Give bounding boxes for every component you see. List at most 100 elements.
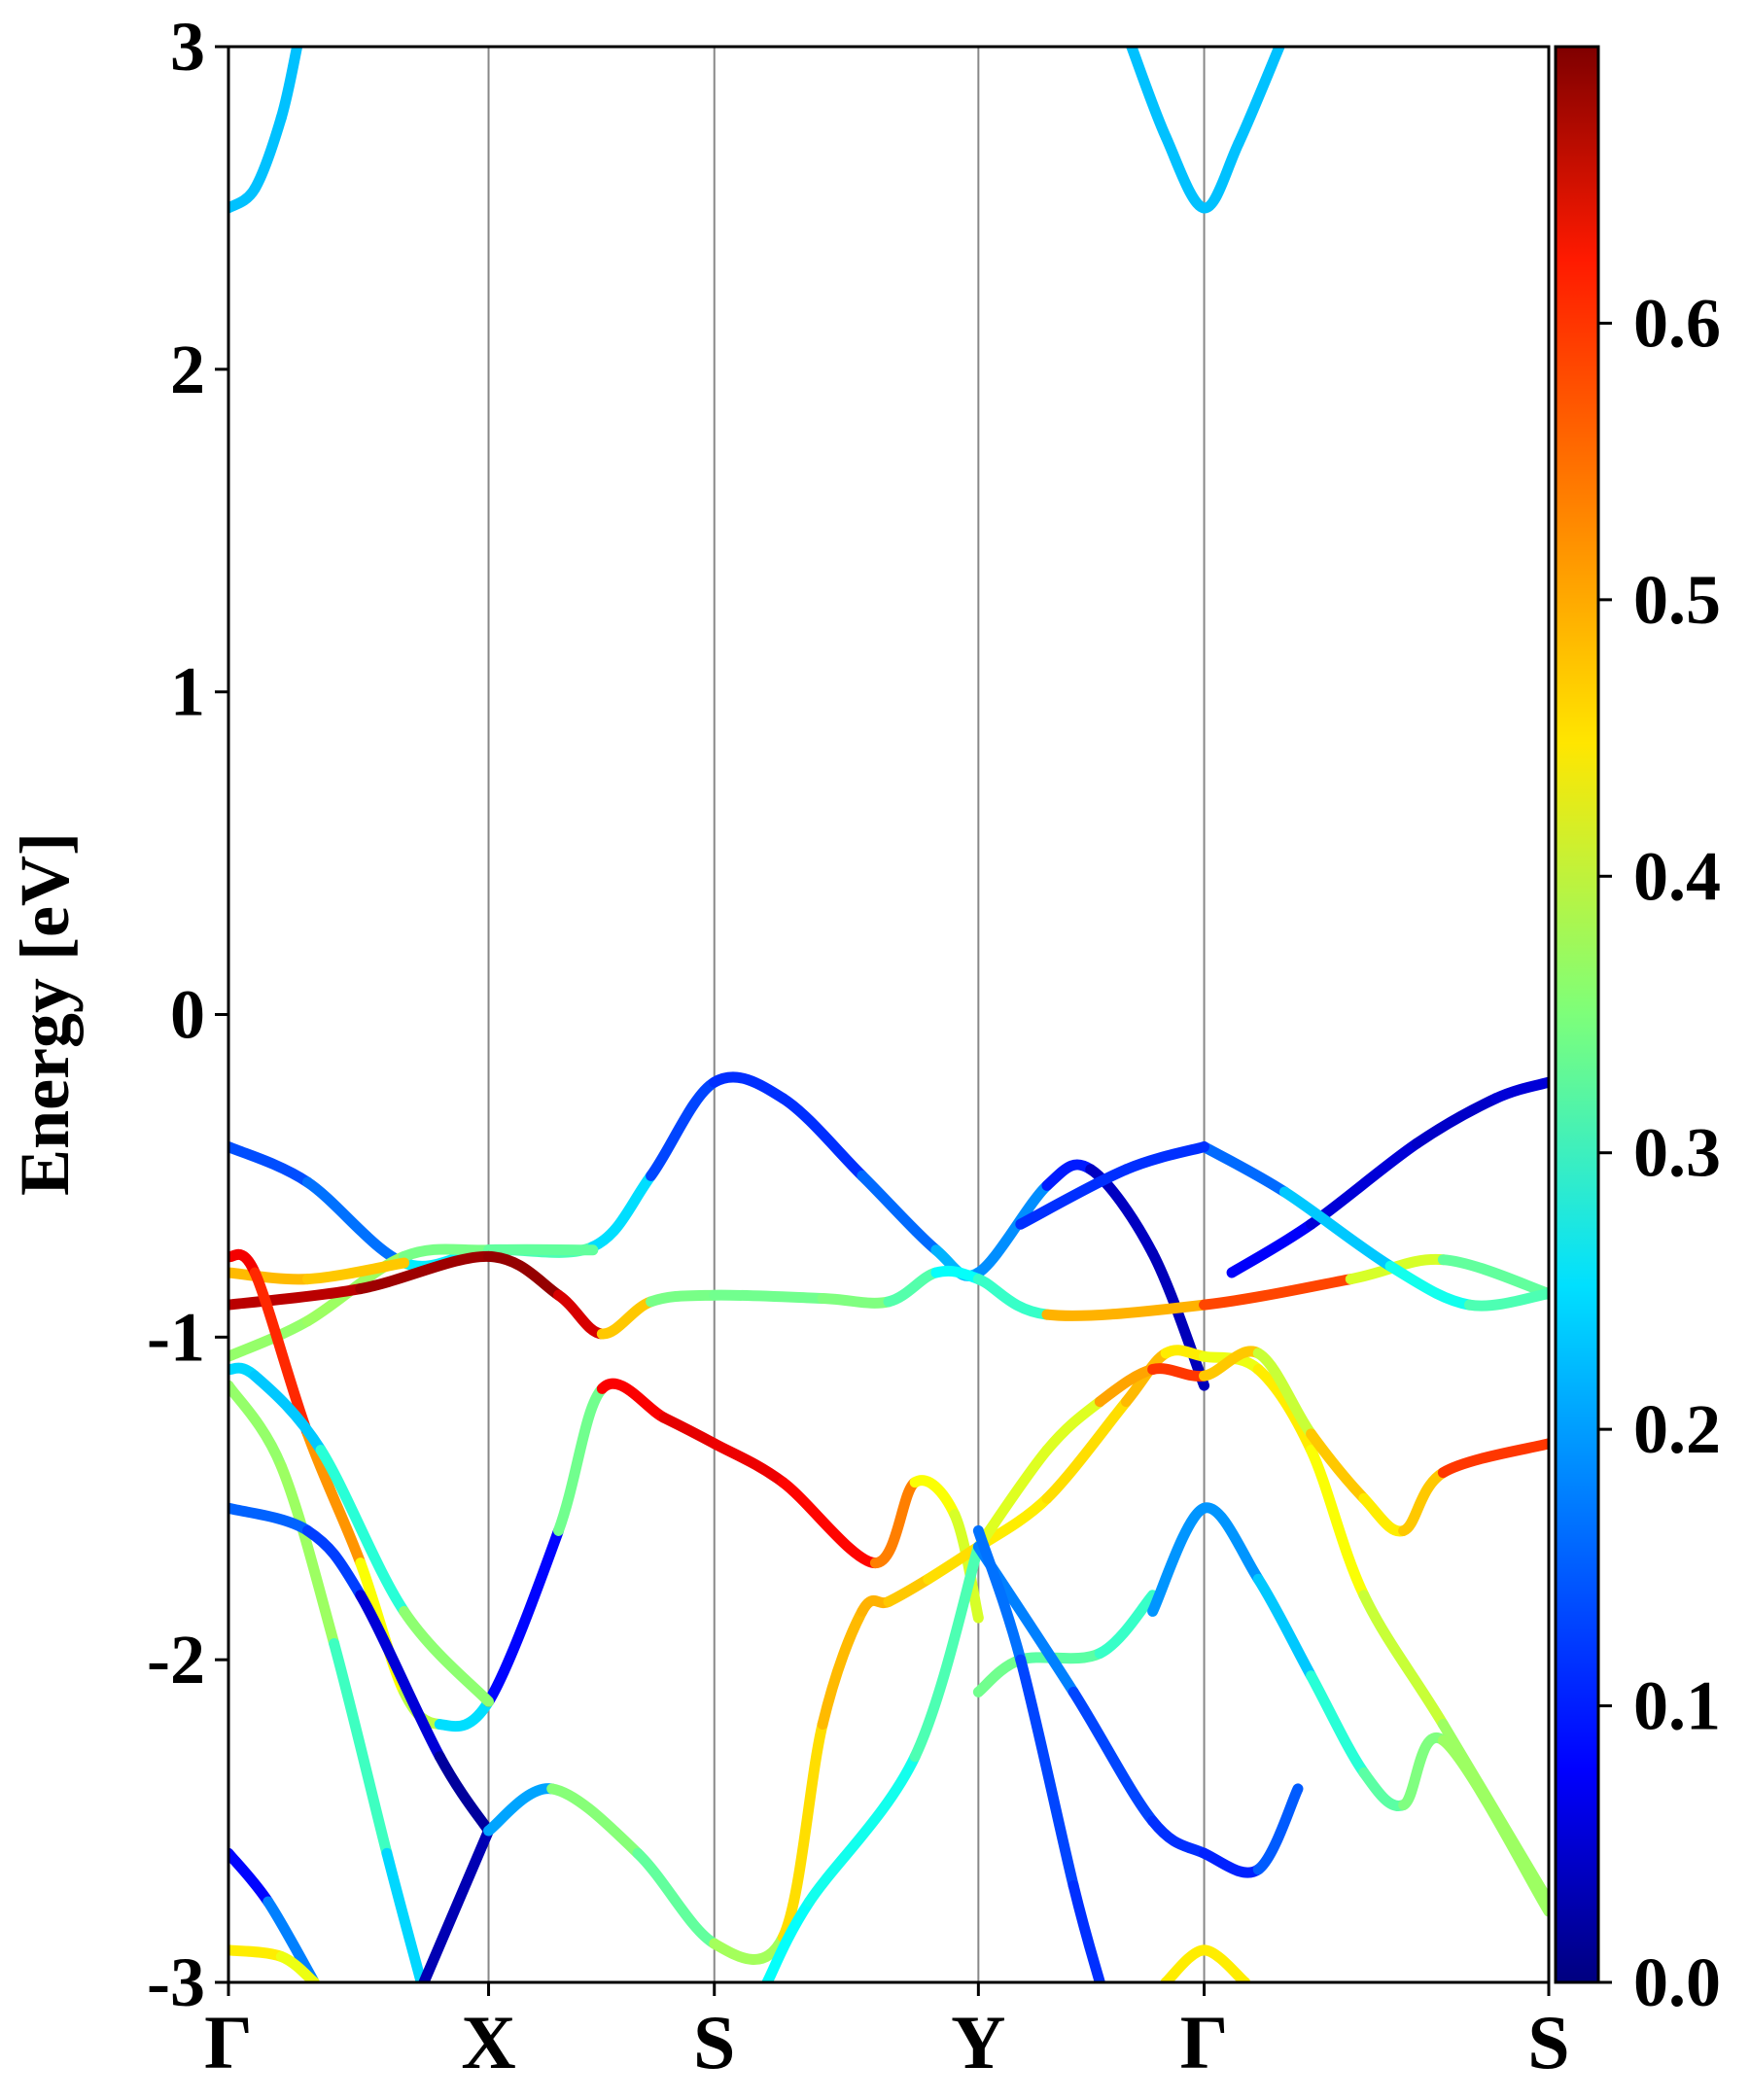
band-segment xyxy=(1160,1345,1210,1362)
band-segment xyxy=(817,1293,894,1309)
band-segment xyxy=(972,1274,1053,1320)
band-segment xyxy=(1199,1274,1356,1311)
band-segment xyxy=(1437,1438,1549,1479)
band-segment xyxy=(1384,1260,1476,1311)
axes: Γ X S Y Γ S -3 -2 -1 0 1 2 3 0.0 0.1 0.2 0.3 0.4 0.5 0.6 xyxy=(147,8,1721,2084)
colorbar-tick-label: 0.1 xyxy=(1633,1667,1721,1745)
band-segment xyxy=(632,1847,720,1949)
band-segment xyxy=(418,1825,495,1982)
band-segment xyxy=(596,1296,657,1340)
band-segment xyxy=(228,1141,313,1188)
x-tick-label: Y xyxy=(951,2000,1005,2084)
band-segment xyxy=(434,1751,495,1837)
band-segment xyxy=(329,1638,393,1859)
band-segment xyxy=(301,1257,410,1285)
band-segment xyxy=(646,1076,720,1181)
band-segment xyxy=(301,1176,410,1269)
band-segment xyxy=(1306,1428,1370,1504)
band-segment xyxy=(546,1783,644,1859)
band-segment xyxy=(909,1475,961,1521)
band-segment xyxy=(1411,1093,1502,1149)
bands xyxy=(228,47,1549,1982)
colorbar-tick-label: 0.4 xyxy=(1633,837,1721,915)
band-segment xyxy=(249,1370,327,1455)
band-segment xyxy=(434,1696,495,1732)
y-tick-label: 2 xyxy=(170,331,205,408)
band-segment xyxy=(1437,1254,1549,1300)
y-tick-label: 0 xyxy=(170,976,205,1054)
band-segment xyxy=(1085,1164,1159,1259)
band-segment xyxy=(1068,1879,1105,1982)
band-segment xyxy=(1160,1944,1210,1982)
colorbar xyxy=(1554,45,1600,1984)
band-segment xyxy=(709,1289,828,1305)
band-segment xyxy=(909,1541,984,1763)
band-segment xyxy=(869,1477,921,1569)
band-segment xyxy=(228,1847,274,1908)
x-tick-label: Γ xyxy=(204,2000,253,2084)
band-segment xyxy=(1199,1944,1251,1982)
band-segment xyxy=(1041,1299,1210,1321)
band-segment xyxy=(1041,1396,1105,1455)
colorbar-tick-label: 0.3 xyxy=(1633,1114,1721,1192)
band-segment xyxy=(1226,1218,1317,1278)
band-segment xyxy=(883,1267,942,1308)
band-segment xyxy=(777,1719,828,1943)
band-segment xyxy=(315,1444,410,1617)
band-segment xyxy=(646,1289,720,1308)
colorbar-tick-label: 0.2 xyxy=(1633,1390,1721,1468)
band-segment xyxy=(587,1170,657,1252)
band-segment xyxy=(275,47,303,123)
band-segment xyxy=(228,1267,313,1285)
band-segment xyxy=(1015,1164,1132,1230)
band-segment xyxy=(381,1847,427,1982)
band-segment xyxy=(228,1283,367,1311)
band-segment xyxy=(1252,1364,1317,1455)
band-segment xyxy=(930,1265,984,1285)
y-tick-label: 1 xyxy=(170,653,205,731)
band-segment xyxy=(1147,1502,1210,1617)
band-segment xyxy=(1278,1186,1396,1272)
x-tick-label: S xyxy=(1527,2000,1569,2084)
band-segment xyxy=(1015,1648,1105,1665)
band-segment xyxy=(1306,1444,1370,1601)
band-segment xyxy=(228,1944,287,1962)
y-tick-label: 3 xyxy=(170,8,205,86)
band-segment xyxy=(1490,1076,1549,1104)
band-segment xyxy=(972,1444,1053,1553)
band-segment xyxy=(301,1524,367,1601)
band-segment xyxy=(1398,1732,1449,1810)
band-segment xyxy=(1160,131,1210,214)
band-segment xyxy=(777,1477,881,1569)
band-segment xyxy=(1306,1670,1370,1778)
band-segment xyxy=(1094,1590,1159,1660)
band-segment xyxy=(761,1896,816,1982)
band-segment xyxy=(1199,1141,1290,1198)
band-segment xyxy=(228,1380,287,1472)
band-segment xyxy=(709,1932,788,1966)
band-segment xyxy=(1126,47,1172,143)
band-segment xyxy=(1252,1783,1304,1875)
band-segment xyxy=(883,1573,934,1607)
band-segment xyxy=(1147,1815,1210,1859)
band-segment xyxy=(1252,1348,1317,1440)
band-segment xyxy=(658,1412,720,1450)
band-segment xyxy=(483,1524,564,1707)
band-segment xyxy=(1252,1573,1317,1682)
band-segment xyxy=(355,1250,495,1295)
band-segment xyxy=(399,1605,495,1707)
colorbar-tick-label: 0.5 xyxy=(1633,561,1721,639)
band-segment xyxy=(228,1315,313,1362)
x-tick-label: S xyxy=(693,2000,735,2084)
band-segment xyxy=(483,1783,558,1837)
band-segment xyxy=(1120,1141,1210,1175)
band-segment xyxy=(399,1243,495,1262)
band-segment xyxy=(1233,47,1285,150)
band-segment xyxy=(972,1524,1027,1665)
band-segment xyxy=(857,1170,942,1256)
band-segment xyxy=(1398,1467,1449,1536)
band-segment xyxy=(1199,1502,1264,1585)
y-tick-label: -2 xyxy=(147,1621,205,1698)
